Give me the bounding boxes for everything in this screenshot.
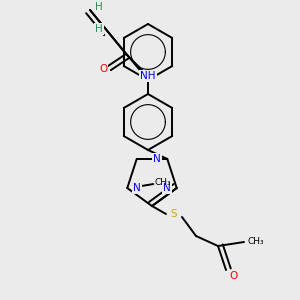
Text: CH₃: CH₃ xyxy=(248,238,264,247)
Text: S: S xyxy=(171,209,177,219)
Text: H: H xyxy=(95,24,103,34)
Text: N: N xyxy=(163,183,171,193)
Text: N: N xyxy=(134,183,141,193)
Text: H: H xyxy=(95,2,103,12)
Text: NH: NH xyxy=(140,71,156,81)
Text: O: O xyxy=(99,64,107,74)
Text: N: N xyxy=(153,154,161,164)
Text: CH₃: CH₃ xyxy=(155,178,172,187)
Text: O: O xyxy=(229,271,237,281)
